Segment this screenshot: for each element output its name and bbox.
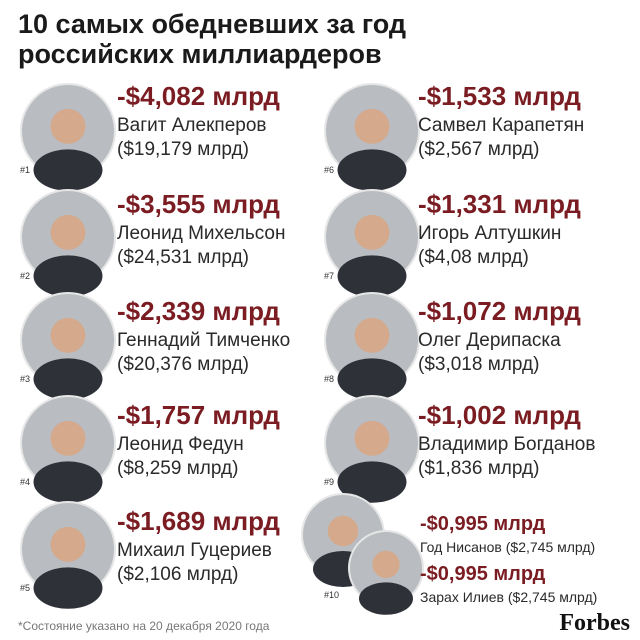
person-name: Леонид Федун bbox=[117, 434, 244, 455]
photo-shoulders bbox=[33, 567, 103, 609]
person-name: Вагит Алекперов bbox=[117, 115, 267, 136]
person-name-wealth: Год Нисанов ($2,745 млрд) bbox=[420, 539, 595, 555]
person-name: Олег Дерипаска bbox=[418, 330, 561, 351]
net-worth: ($2,567 млрд) bbox=[418, 139, 539, 160]
title-line: 10 самых обедневших за год bbox=[18, 9, 406, 39]
photo-head bbox=[50, 420, 86, 456]
rank: #10 bbox=[324, 590, 339, 600]
photo-head bbox=[327, 515, 359, 547]
photo-head bbox=[50, 214, 86, 250]
rank: #1 bbox=[20, 165, 30, 175]
net-worth: ($20,376 млрд) bbox=[117, 354, 249, 375]
photo-shoulders bbox=[33, 358, 103, 400]
photo-head bbox=[50, 108, 86, 144]
wealth-change: -$2,339 млрд bbox=[117, 296, 280, 326]
wealth-change: -$0,995 млрд bbox=[420, 513, 546, 535]
wealth-change: -$1,331 млрд bbox=[418, 189, 581, 219]
person-name-wealth: Зарах Илиев ($2,745 млрд) bbox=[420, 589, 597, 605]
wealth-change: -$0,995 млрд bbox=[420, 563, 546, 585]
photo-shoulders bbox=[337, 255, 407, 297]
photo-head bbox=[354, 317, 390, 353]
photo-shoulders bbox=[33, 255, 103, 297]
photo-shoulders bbox=[337, 149, 407, 191]
rank: #6 bbox=[324, 165, 334, 175]
net-worth: ($19,179 млрд) bbox=[117, 139, 249, 160]
rank: #7 bbox=[324, 271, 334, 281]
rank: #2 bbox=[20, 271, 30, 281]
person-name: Леонид Михельсон bbox=[117, 223, 286, 244]
person-name: Михаил Гуцериев bbox=[117, 540, 272, 561]
net-worth: ($2,106 млрд) bbox=[117, 564, 238, 585]
photo-head bbox=[354, 214, 390, 250]
rank: #8 bbox=[324, 374, 334, 384]
wealth-change: -$1,757 млрд bbox=[117, 400, 280, 430]
wealth-change: -$4,082 млрд bbox=[117, 81, 280, 111]
rank: #9 bbox=[324, 477, 334, 487]
rank: #4 bbox=[20, 477, 30, 487]
net-worth: ($1,836 млрд) bbox=[418, 458, 539, 479]
wealth-change: -$1,689 млрд bbox=[117, 506, 280, 536]
footnote: *Состояние указано на 20 декабря 2020 го… bbox=[18, 619, 270, 633]
net-worth: ($3,018 млрд) bbox=[418, 354, 539, 375]
person-name: Игорь Алтушкин bbox=[418, 223, 561, 244]
photo-shoulders bbox=[359, 582, 413, 615]
photo-shoulders bbox=[33, 461, 103, 503]
logo: Forbes bbox=[559, 610, 630, 636]
rank: #3 bbox=[20, 374, 30, 384]
photo-shoulders bbox=[33, 149, 103, 191]
person-name: Геннадий Тимченко bbox=[117, 330, 290, 351]
net-worth: ($24,531 млрд) bbox=[117, 247, 249, 268]
photo-head bbox=[50, 317, 86, 353]
wealth-change: -$1,533 млрд bbox=[418, 81, 581, 111]
person-name: Владимир Богданов bbox=[418, 434, 595, 455]
net-worth: ($4,08 млрд) bbox=[418, 247, 529, 268]
photo-head bbox=[50, 526, 86, 562]
person-name: Самвел Карапетян bbox=[418, 115, 584, 136]
photo-shoulders bbox=[337, 358, 407, 400]
title-line: российских миллиардеров bbox=[18, 39, 382, 69]
rank: #5 bbox=[20, 583, 30, 593]
wealth-change: -$1,002 млрд bbox=[418, 400, 581, 430]
wealth-change: -$3,555 млрд bbox=[117, 189, 280, 219]
net-worth: ($8,259 млрд) bbox=[117, 458, 238, 479]
photo-head bbox=[354, 108, 390, 144]
wealth-change: -$1,072 млрд bbox=[418, 296, 581, 326]
photo-head bbox=[372, 550, 400, 579]
photo-head bbox=[354, 420, 390, 456]
photo-shoulders bbox=[337, 461, 407, 503]
